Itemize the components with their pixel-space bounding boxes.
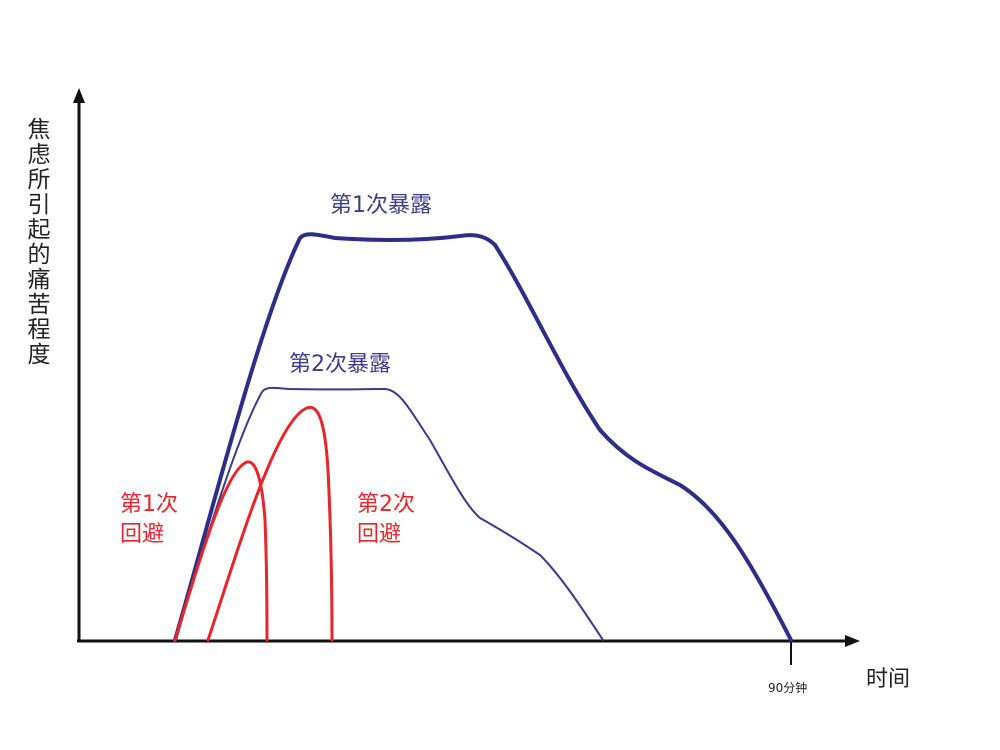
avoidance-2-curve: [206, 405, 334, 642]
avoidance-2-label-line1: 第2次: [357, 492, 415, 517]
avoidance-1-curve: [173, 460, 269, 642]
y-axis-label-char: 所: [27, 167, 51, 193]
avoidance-1-label-line2: 回避: [120, 522, 165, 547]
y-axis-label-char: 度: [27, 342, 51, 368]
avoidance-1-label: 第1次 回避: [120, 490, 178, 550]
exposure-1-curve: [173, 232, 793, 642]
x-axis-label: 时间: [866, 667, 911, 692]
y-axis-label-char: 起: [27, 217, 51, 243]
y-axis-arrow: [73, 88, 85, 103]
y-axis-label-char: 的: [27, 242, 51, 268]
exposure-2-curve: [174, 386, 604, 641]
y-axis-label-char: 虑: [27, 142, 51, 168]
avoidance-2-label-line2: 回避: [357, 522, 402, 547]
y-axis-label: 焦虑所引起的痛苦程度: [24, 118, 54, 368]
y-axis-label-char: 程: [27, 317, 51, 343]
x-tick-label-90min: 90分钟: [768, 681, 808, 695]
x-axis-arrow: [845, 635, 860, 647]
avoidance-2-label: 第2次 回避: [357, 490, 415, 550]
exposure-1-label: 第1次暴露: [330, 193, 432, 218]
y-axis-label-char: 痛: [27, 267, 51, 293]
y-axis-label-char: 引: [27, 192, 51, 218]
y-axis-label-char: 焦: [27, 117, 51, 143]
avoidance-1-label-line1: 第1次: [120, 492, 178, 517]
exposure-2-label: 第2次暴露: [289, 352, 391, 377]
y-axis-label-char: 苦: [27, 292, 51, 318]
